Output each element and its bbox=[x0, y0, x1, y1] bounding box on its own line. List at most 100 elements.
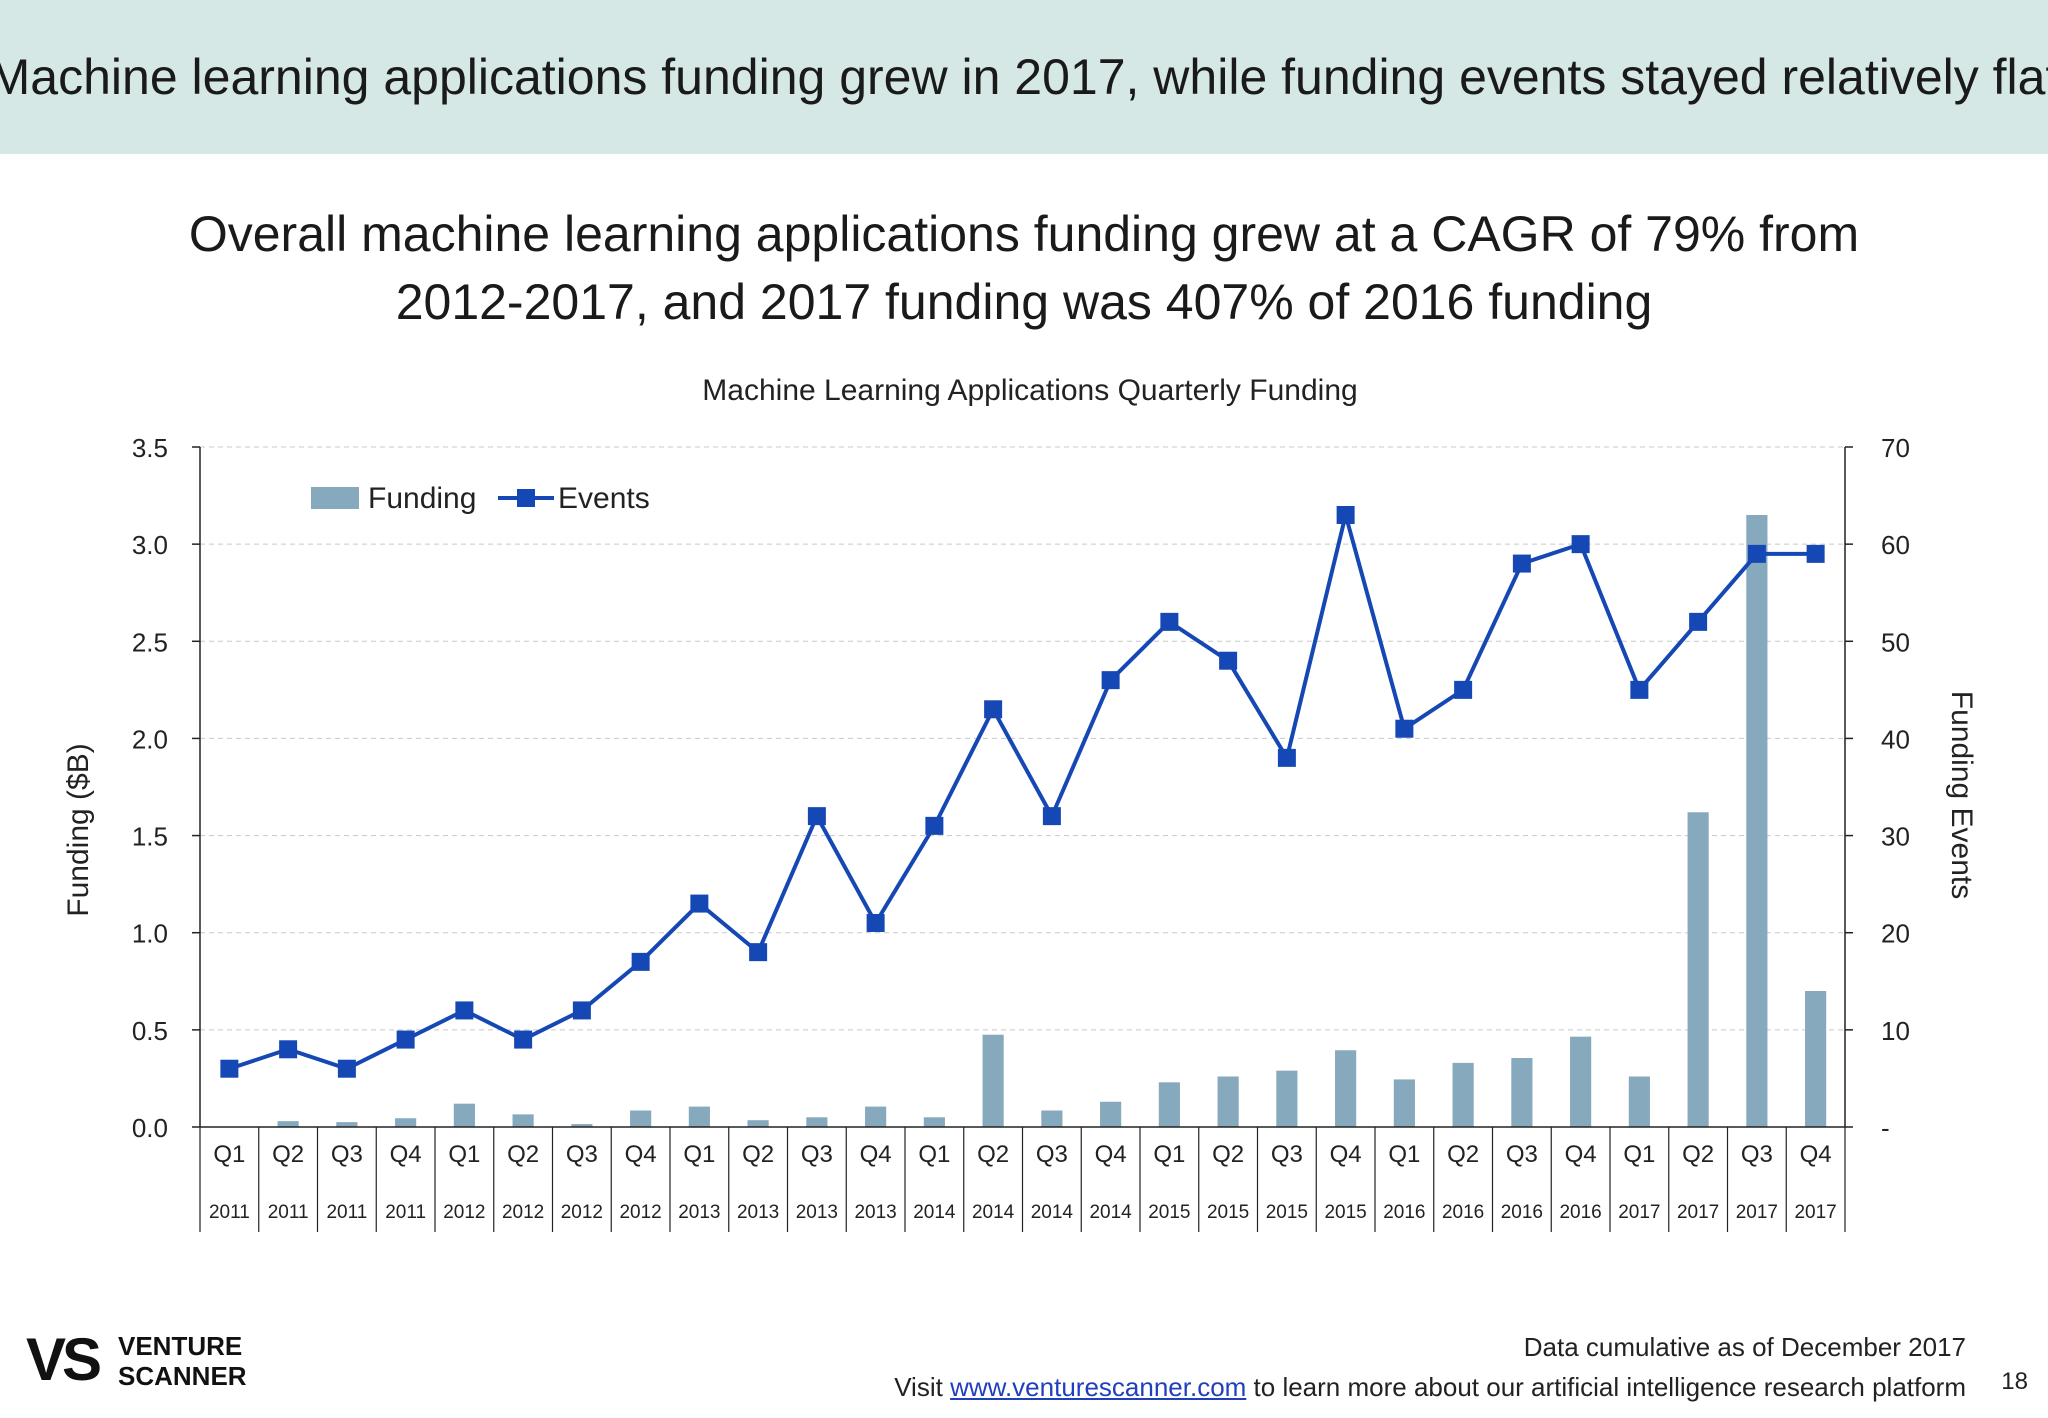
x-year-label: 2014 bbox=[1031, 1202, 1074, 1223]
x-year-label: 2012 bbox=[561, 1202, 603, 1223]
funding-bar bbox=[336, 1122, 358, 1127]
funding-bar bbox=[1158, 1082, 1180, 1127]
x-year-label: 2011 bbox=[326, 1202, 367, 1223]
x-quarter-label: Q3 bbox=[1506, 1141, 1538, 1168]
funding-bar bbox=[747, 1120, 769, 1127]
funding-bar bbox=[1511, 1058, 1533, 1127]
x-quarter-label: Q2 bbox=[1682, 1141, 1714, 1168]
events-marker bbox=[1571, 535, 1590, 554]
x-year-label: 2012 bbox=[619, 1202, 661, 1223]
events-marker bbox=[1454, 680, 1473, 699]
x-year-label: 2015 bbox=[1324, 1202, 1366, 1223]
x-year-label: 2011 bbox=[268, 1202, 309, 1223]
events-marker bbox=[1277, 748, 1296, 767]
x-year-label: 2017 bbox=[1618, 1202, 1660, 1223]
x-year-label: 2012 bbox=[443, 1202, 485, 1223]
x-quarter-label: Q3 bbox=[1036, 1141, 1068, 1168]
funding-bars bbox=[277, 515, 1827, 1127]
x-year-label: 2011 bbox=[209, 1202, 250, 1223]
legend: Funding Events bbox=[311, 482, 650, 515]
y-tick-label: 2.5 bbox=[132, 627, 168, 657]
events-marker bbox=[455, 1001, 474, 1020]
y-tick-label: 1.5 bbox=[132, 822, 168, 852]
x-year-label: 2013 bbox=[796, 1202, 838, 1223]
x-quarter-label: Q4 bbox=[1800, 1141, 1832, 1168]
x-quarter-label: Q4 bbox=[1330, 1141, 1362, 1168]
y2-axis-label: Funding Events bbox=[1945, 691, 1978, 899]
website-link[interactable]: www.venturescanner.com bbox=[950, 1372, 1247, 1402]
gridlines bbox=[200, 446, 1845, 1031]
y2-tick-label: 10 bbox=[1881, 1016, 1910, 1046]
events-marker bbox=[514, 1030, 533, 1049]
events-marker bbox=[1630, 680, 1649, 699]
headline: Overall machine learning applications fu… bbox=[0, 200, 2048, 336]
events-marker bbox=[1512, 554, 1531, 573]
logo-line-2: SCANNER bbox=[118, 1361, 247, 1391]
funding-bar bbox=[1276, 1070, 1298, 1127]
events-marker bbox=[572, 1001, 591, 1020]
x-year-label: 2015 bbox=[1266, 1202, 1308, 1223]
page-number: 18 bbox=[2001, 1368, 2028, 1395]
funding-bar bbox=[1746, 515, 1768, 1127]
x-quarter-label: Q3 bbox=[1741, 1141, 1773, 1168]
venture-scanner-logo: VS VENTURE SCANNER bbox=[26, 1325, 266, 1395]
x-quarter-label: Q4 bbox=[1095, 1141, 1127, 1168]
x-quarter-label: Q3 bbox=[801, 1141, 833, 1168]
events-marker bbox=[749, 943, 768, 962]
funding-bar bbox=[453, 1103, 475, 1127]
funding-bar bbox=[865, 1106, 887, 1127]
y2-tick-label: 30 bbox=[1881, 822, 1910, 852]
events-marker bbox=[984, 700, 1003, 719]
x-quarter-label: Q1 bbox=[1623, 1141, 1655, 1168]
x-quarter-label: Q1 bbox=[918, 1141, 950, 1168]
events-marker bbox=[1101, 671, 1120, 690]
funding-bar bbox=[1335, 1050, 1357, 1127]
funding-bar bbox=[1452, 1062, 1474, 1127]
logo-line-1: VENTURE bbox=[118, 1331, 243, 1361]
funding-bar bbox=[512, 1114, 534, 1127]
funding-bar bbox=[1687, 812, 1709, 1127]
funding-bar bbox=[1100, 1101, 1122, 1127]
funding-bar bbox=[923, 1117, 945, 1127]
events-marker bbox=[279, 1040, 298, 1059]
y-tick-label: 1.0 bbox=[132, 919, 168, 949]
x-quarter-label: Q3 bbox=[331, 1141, 363, 1168]
events-polyline bbox=[228, 513, 1816, 1071]
x-year-label: 2016 bbox=[1383, 1202, 1425, 1223]
funding-bar bbox=[277, 1121, 299, 1127]
y2-tick-label: - bbox=[1881, 1113, 1890, 1143]
events-marker bbox=[1806, 544, 1825, 563]
visit-suffix: to learn more about our artificial intel… bbox=[1246, 1372, 1966, 1402]
y-tick-label: 0.5 bbox=[132, 1016, 168, 1046]
x-quarter-label: Q4 bbox=[625, 1141, 657, 1168]
events-marker bbox=[1395, 719, 1414, 738]
funding-bar bbox=[1570, 1036, 1592, 1127]
y2-tick-label: 40 bbox=[1881, 724, 1910, 754]
legend-funding-swatch bbox=[311, 487, 359, 509]
y-tick-label: 2.0 bbox=[132, 724, 168, 754]
events-line bbox=[220, 506, 1825, 1078]
events-marker bbox=[1747, 544, 1766, 563]
funding-bar bbox=[1805, 991, 1827, 1127]
events-marker bbox=[1336, 506, 1355, 524]
x-quarter-label: Q2 bbox=[507, 1141, 539, 1168]
x-quarter-label: Q3 bbox=[566, 1141, 598, 1168]
x-quarter-label: Q3 bbox=[1271, 1141, 1303, 1168]
chart-title: Machine Learning Applications Quarterly … bbox=[702, 374, 1357, 407]
x-year-label: 2017 bbox=[1736, 1202, 1778, 1223]
x-year-label: 2011 bbox=[385, 1202, 426, 1223]
funding-bar bbox=[982, 1034, 1004, 1127]
funding-bar bbox=[1041, 1110, 1063, 1127]
x-year-label: 2014 bbox=[913, 1202, 956, 1223]
y2-tick-label: 20 bbox=[1881, 919, 1910, 949]
x-quarter-label: Q4 bbox=[860, 1141, 892, 1168]
x-year-label: 2016 bbox=[1442, 1202, 1484, 1223]
legend-events-marker bbox=[517, 489, 535, 507]
events-marker bbox=[690, 894, 709, 913]
x-year-label: 2015 bbox=[1148, 1202, 1190, 1223]
y2-tick-label: 50 bbox=[1881, 627, 1910, 657]
events-marker bbox=[1042, 807, 1061, 826]
headline-line-1: Overall machine learning applications fu… bbox=[188, 206, 1860, 262]
x-axis-labels: Q1 Q2 Q3 Q4 Q1 Q2 Q3 Q4 Q1 Q2 Q3 Q4 Q1 Q2 Q3 Q4 Q1 Q2 Q3 Q4… bbox=[199, 1127, 1846, 1232]
